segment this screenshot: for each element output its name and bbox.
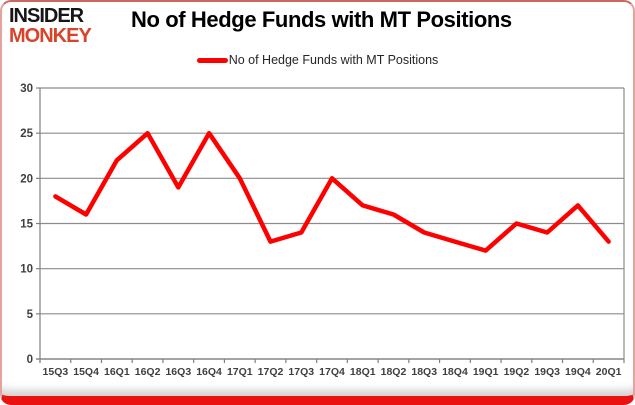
insider-monkey-logo: INSIDER MONKEY [9,5,92,47]
legend-series-label: No of Hedge Funds with MT Positions [228,53,439,67]
y-tick-label: 10 [20,264,33,276]
x-tick-label: 20Q1 [596,366,622,378]
x-tick-label: 16Q4 [196,366,222,378]
chart-legend: No of Hedge Funds with MT Positions [0,53,635,67]
legend-line-swatch-icon [196,57,228,63]
x-tick-label: 16Q2 [135,366,161,378]
x-tick-label: 16Q1 [104,366,130,378]
chart-title: No of Hedge Funds with MT Positions [131,7,512,32]
x-tick-label: 17Q4 [319,366,345,378]
y-tick-label: 20 [20,173,33,185]
x-tick-label: 17Q3 [288,366,314,378]
x-tick-label: 19Q3 [534,366,560,378]
logo-line-monkey: MONKEY [9,24,92,47]
x-tick-label: 18Q3 [411,366,437,378]
x-tick-label: 18Q1 [350,366,376,378]
x-tick-label: 19Q4 [565,366,591,378]
series-line-no-of-hedge-funds-with-mt-positions [53,130,611,253]
y-tick-label: 15 [20,219,33,231]
x-tick-label: 16Q3 [165,366,191,378]
x-tick-label: 15Q3 [43,366,69,378]
x-tick-label: 15Q4 [73,366,99,378]
y-tick-label: 0 [27,354,33,366]
x-tick-label: 18Q2 [381,366,407,378]
x-tick-label: 17Q1 [227,366,253,378]
x-tick-label: 17Q2 [258,366,284,378]
x-tick-label: 18Q4 [442,366,468,378]
y-tick-label: 5 [27,309,34,321]
logo-line-insider: INSIDER [9,5,84,27]
y-tick-label: 30 [20,83,33,95]
x-tick-label: 19Q1 [473,366,499,378]
y-tick-label: 25 [20,128,33,140]
x-tick-label: 19Q2 [504,366,530,378]
